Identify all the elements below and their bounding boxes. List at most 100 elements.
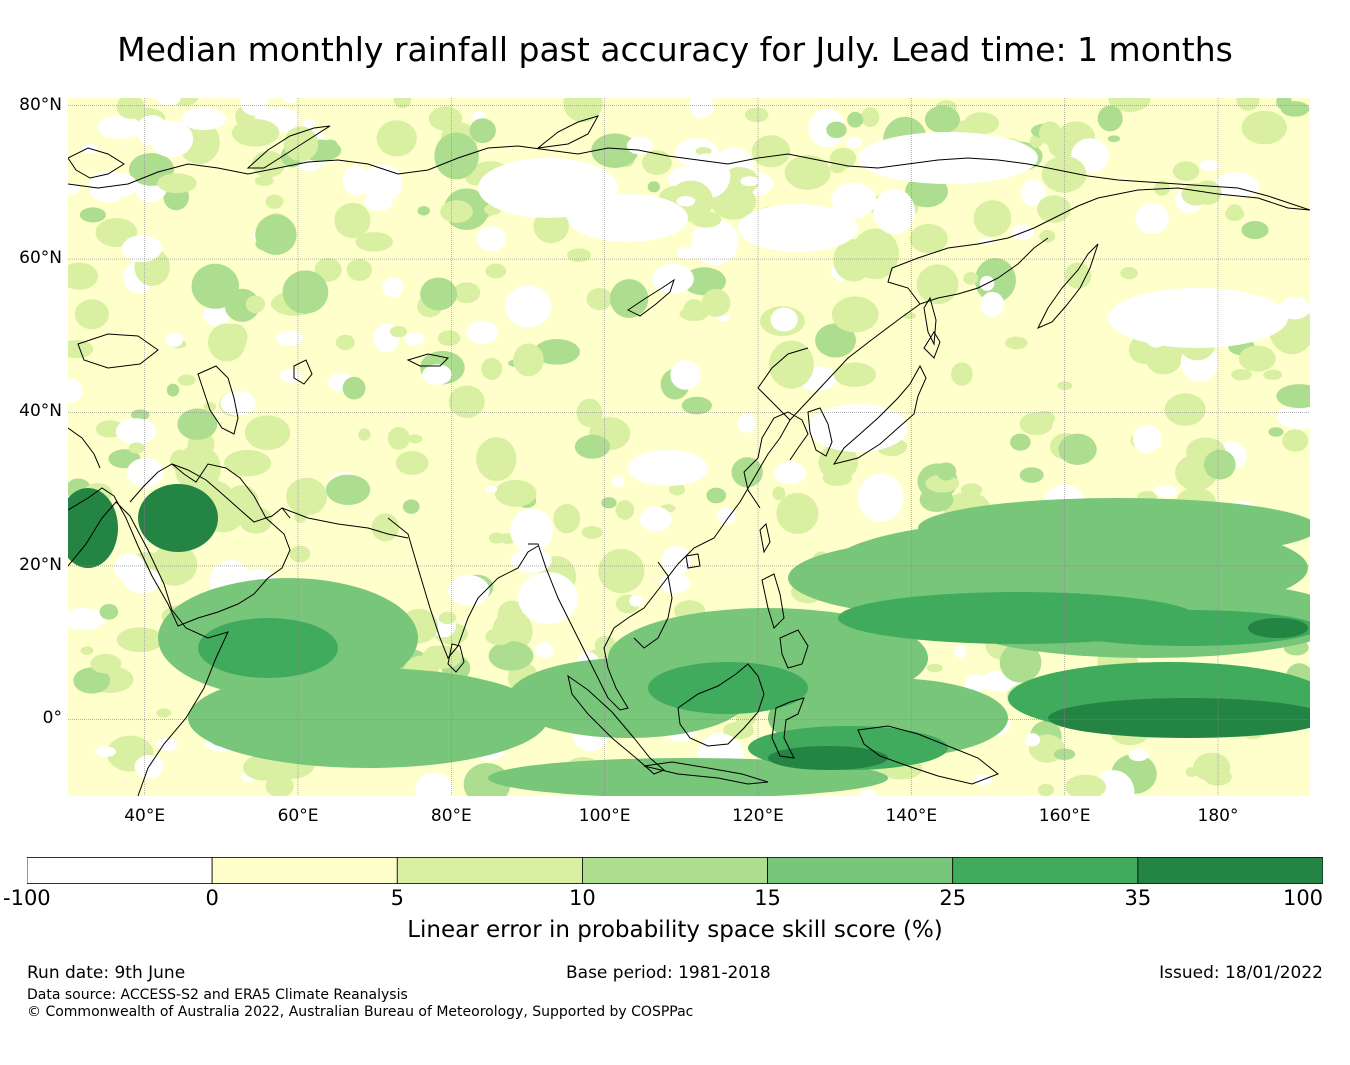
skill-patch: [362, 164, 403, 202]
skill-patch: [376, 120, 417, 157]
skill-patch: [926, 663, 943, 673]
skill-patch: [265, 194, 284, 209]
skill-patch: [1276, 384, 1310, 409]
skill-patch-negative: [808, 404, 908, 452]
skill-patch: [231, 118, 280, 147]
skill-patch: [1039, 230, 1056, 243]
skill-patch: [826, 121, 847, 139]
skill-patch: [1019, 467, 1044, 483]
skill-patch: [466, 320, 499, 345]
skill-patch: [706, 487, 727, 504]
colorbar-swatch: [767, 857, 954, 884]
skill-patch: [494, 479, 537, 507]
skill-patch: [382, 277, 404, 298]
skill-patch: [334, 202, 371, 239]
skill-patch: [1057, 381, 1073, 391]
skill-patch: [563, 98, 603, 123]
colorbar-tick-label: 35: [1124, 886, 1152, 910]
colorbar-swatches: [26, 857, 1324, 884]
skill-patch: [951, 362, 973, 386]
skill-patch: [909, 223, 948, 254]
skill-patch-high: [648, 662, 808, 714]
skill-patch: [737, 413, 756, 433]
map-title: Median monthly rainfall past accuracy fo…: [117, 30, 1233, 69]
skill-patch: [744, 107, 769, 123]
skill-patch: [670, 360, 701, 390]
skill-patch: [126, 457, 164, 488]
skill-patch: [116, 627, 164, 653]
skill-patch: [831, 296, 879, 333]
skill-patch: [342, 376, 366, 400]
skill-patch: [860, 107, 880, 128]
skill-patch: [533, 209, 569, 244]
skill-patch: [859, 789, 877, 796]
skill-patch: [144, 186, 163, 201]
skill-patch: [68, 183, 81, 195]
skill-patch: [963, 271, 979, 285]
skill-patch: [1231, 368, 1252, 381]
skill-patch: [628, 595, 644, 607]
skill-patch: [1107, 135, 1121, 143]
skill-patch: [1242, 178, 1260, 195]
skill-patch: [440, 200, 473, 224]
skill-patch: [314, 257, 342, 282]
latitude-label: 40°N: [19, 401, 62, 422]
longitude-label: 80°E: [430, 806, 472, 826]
skill-patch: [438, 611, 457, 625]
skill-patch: [1064, 262, 1092, 289]
skill-patch: [1279, 297, 1310, 320]
skill-patch: [681, 396, 712, 415]
colorbar-tick-label: 15: [754, 886, 781, 910]
skill-patch: [284, 98, 297, 104]
skill-patch: [395, 451, 429, 475]
skill-patch: [265, 774, 294, 796]
skill-patch: [535, 642, 554, 658]
skill-patch: [1037, 783, 1055, 796]
skill-patch: [682, 267, 727, 296]
skill-patch: [463, 763, 511, 796]
skill-patch: [954, 645, 967, 658]
skill-patch-very-high: [1248, 618, 1308, 638]
skill-patch: [165, 332, 184, 347]
skill-patch: [95, 746, 117, 758]
latitude-label: 0°: [42, 708, 62, 729]
skill-patch: [964, 112, 1000, 135]
latitude-label: 20°N: [19, 554, 62, 575]
skill-patch: [1263, 369, 1283, 380]
skill-patch: [1010, 433, 1031, 451]
skill-patch: [245, 295, 266, 314]
skill-patch: [1236, 98, 1260, 111]
skill-patch: [203, 401, 217, 412]
skill-patch: [652, 264, 694, 294]
copyright: © Commonwealth of Australia 2022, Austra…: [27, 1004, 694, 1020]
skill-patch: [485, 263, 507, 279]
skill-patch: [973, 200, 1012, 238]
skill-patch: [740, 176, 759, 187]
skill-patch: [346, 258, 373, 282]
skill-patch-moderate: [188, 668, 548, 768]
skill-patch: [513, 343, 544, 377]
skill-patch: [177, 374, 196, 386]
latitude-label: 60°N: [19, 248, 62, 269]
skill-patch: [964, 673, 986, 694]
skill-patch: [90, 653, 122, 674]
skill-patch: [220, 390, 256, 416]
colorbar-tick-label: 5: [390, 886, 404, 910]
skill-patch: [701, 288, 731, 317]
colorbar-tick-label: -100: [3, 886, 51, 910]
skill-patch-very-high: [768, 746, 888, 770]
skill-patch: [936, 462, 957, 481]
data-source: Data source: ACCESS-S2 and ERA5 Climate …: [27, 987, 408, 1003]
skill-patch: [207, 323, 246, 362]
skill-patch: [422, 364, 452, 385]
skill-patch: [437, 330, 461, 346]
skill-patch: [1172, 161, 1200, 181]
skill-patch: [768, 340, 814, 389]
skill-patch: [358, 428, 371, 441]
skill-patch: [481, 357, 503, 380]
skill-patch: [847, 111, 864, 128]
skill-patch: [1041, 155, 1087, 193]
skill-patch: [452, 282, 481, 304]
skill-patch: [776, 492, 819, 534]
colorbar-swatch: [952, 857, 1139, 884]
